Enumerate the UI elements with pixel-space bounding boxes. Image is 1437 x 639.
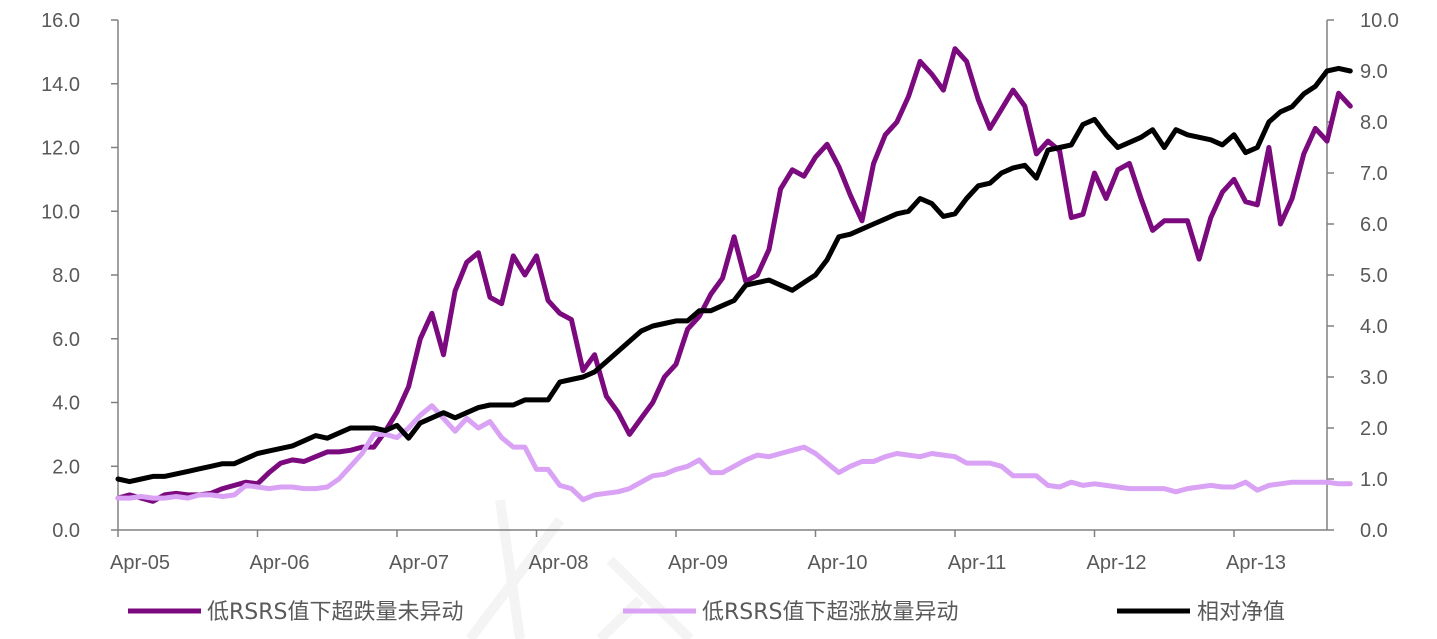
- legend-label-series-3: 相对净值: [1197, 600, 1285, 625]
- x-tick-label: Apr-12: [1086, 552, 1146, 574]
- x-tick-label: Apr-06: [249, 552, 309, 574]
- right-tick-label: 4.0: [1360, 316, 1388, 338]
- legend: 低RSRS值下超跌量未异动 低RSRS值下超涨放量异动 相对净值: [128, 600, 1285, 625]
- right-tick-label: 7.0: [1360, 163, 1388, 185]
- right-tick-label: 8.0: [1360, 112, 1388, 134]
- right-tick-label: 5.0: [1360, 265, 1388, 287]
- watermark: [466, 499, 694, 639]
- series-layer: [115, 46, 1353, 504]
- legend-label-series-2: 低RSRS值下超涨放量异动: [702, 600, 959, 625]
- left-tick-label: 16.0: [41, 10, 80, 32]
- left-tick-label: 4.0: [52, 393, 80, 415]
- right-tick-label: 6.0: [1360, 214, 1388, 236]
- left-tick-label: 12.0: [41, 138, 80, 160]
- left-tick-label: 2.0: [52, 456, 80, 478]
- right-tick-label: 0.0: [1360, 520, 1388, 542]
- x-tick-label: Apr-10: [807, 552, 867, 574]
- x-tick-label: Apr-13: [1226, 552, 1286, 574]
- right-tick-label: 1.0: [1360, 469, 1388, 491]
- x-tick-label: Apr-08: [528, 552, 588, 574]
- left-tick-label: 8.0: [52, 265, 80, 287]
- right-tick-label: 2.0: [1360, 418, 1388, 440]
- series-line-3: [115, 65, 1353, 485]
- right-tick-label: 10.0: [1360, 10, 1399, 32]
- right-tick-label: 9.0: [1360, 61, 1388, 83]
- left-tick-label: 0.0: [52, 520, 80, 542]
- series-line-1: [115, 46, 1353, 504]
- left-tick-label: 14.0: [41, 74, 80, 96]
- legend-label-series-1: 低RSRS值下超跌量未异动: [207, 600, 464, 625]
- x-tick-label: Apr-09: [668, 552, 728, 574]
- x-tick-label: Apr-05: [110, 552, 170, 574]
- x-tick-label: Apr-07: [389, 552, 449, 574]
- left-tick-label: 10.0: [41, 201, 80, 223]
- series-line-2: [115, 403, 1353, 503]
- left-tick-label: 6.0: [52, 329, 80, 351]
- x-tick-label: Apr-11: [948, 552, 1007, 574]
- axes: 0.0 2.0 4.0 6.0 8.0 10.0 12.0 14.0 16.0 0.0 1.0 2.0…: [41, 10, 1399, 574]
- right-tick-label: 3.0: [1360, 367, 1388, 389]
